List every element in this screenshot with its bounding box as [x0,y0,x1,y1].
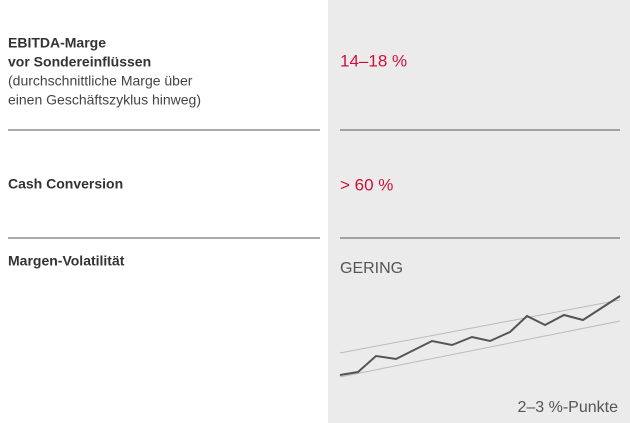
row-value: 14–18 % [340,51,407,70]
row-note: (durchschnittliche Marge über [8,73,193,89]
row-value: > 60 % [340,175,393,194]
row-value: GERING [340,260,403,277]
row-title: Cash Conversion [8,176,123,192]
row-note: einen Geschäftszyklus hinweg) [8,92,201,108]
sparkline [339,295,621,376]
row-caption: 2–3 %-Punkte [517,399,618,416]
trend-band [339,299,621,354]
row-title: EBITDA-Marge [8,35,106,51]
row-title: vor Sondereinflüssen [8,54,151,70]
trend-band [339,320,621,378]
row-title: Margen-Volatilität [8,253,125,269]
value-panel [328,0,630,423]
